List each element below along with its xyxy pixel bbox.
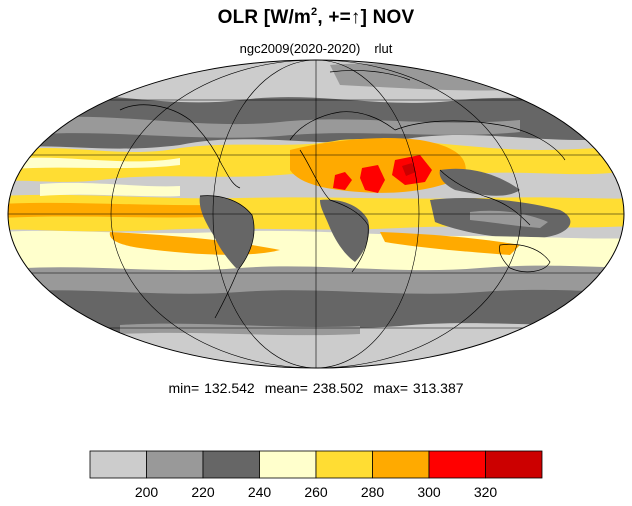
colorbar-tick-label: 200 — [134, 484, 159, 500]
colorbar-swatch — [372, 450, 430, 479]
stat-mean: mean= 238.502 — [264, 380, 364, 396]
colorbar-tick-label: 320 — [473, 484, 498, 500]
title-superscript: 2 — [311, 6, 318, 18]
colorbar-swatch — [146, 450, 204, 479]
colorbar-swatch — [315, 450, 373, 479]
stat-min: min= 132.542 — [168, 380, 255, 396]
colorbar-tick-label: 260 — [304, 484, 328, 500]
globe-outline — [7, 59, 625, 369]
stat-max: max= 313.387 — [373, 380, 464, 396]
graticule — [8, 60, 624, 368]
colorbar-swatch — [485, 450, 543, 479]
colorbar-tick-label: 220 — [191, 484, 215, 500]
map-title: OLR [W/m2, +=↑] NOV — [0, 6, 632, 29]
colorbar-tick-label: 240 — [247, 484, 272, 500]
summary-stats: min= 132.542 mean= 238.502 max= 313.387 — [0, 380, 632, 396]
colorbar — [89, 450, 543, 479]
title-rest: , +=↑] NOV — [317, 7, 415, 28]
map-subtitle: ngc2009(2020-2020) rlut — [0, 41, 632, 56]
colorbar-tick-label: 300 — [417, 484, 441, 500]
subtitle-run: ngc2009(2020-2020) — [239, 41, 361, 56]
subtitle-variable: rlut — [374, 41, 393, 56]
colorbar-tick-label: 280 — [360, 484, 385, 500]
colorbar-swatch — [259, 450, 317, 479]
coastlines — [119, 70, 566, 319]
colorbar-swatch — [89, 450, 147, 479]
colorbar-swatch — [202, 450, 260, 479]
colorbar-swatch — [428, 450, 486, 479]
title-main: OLR [W/m — [217, 7, 312, 28]
